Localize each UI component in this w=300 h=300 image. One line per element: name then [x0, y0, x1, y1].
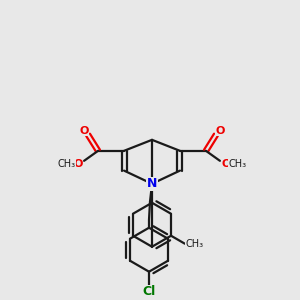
Text: CH₃: CH₃: [57, 159, 75, 169]
Text: O: O: [80, 126, 89, 136]
Text: O: O: [215, 126, 225, 136]
Text: N: N: [147, 177, 157, 190]
Text: O: O: [221, 159, 231, 169]
Text: CH₃: CH₃: [186, 239, 204, 249]
Text: Cl: Cl: [142, 285, 156, 298]
Text: CH₃: CH₃: [229, 159, 247, 169]
Text: O: O: [74, 159, 83, 169]
